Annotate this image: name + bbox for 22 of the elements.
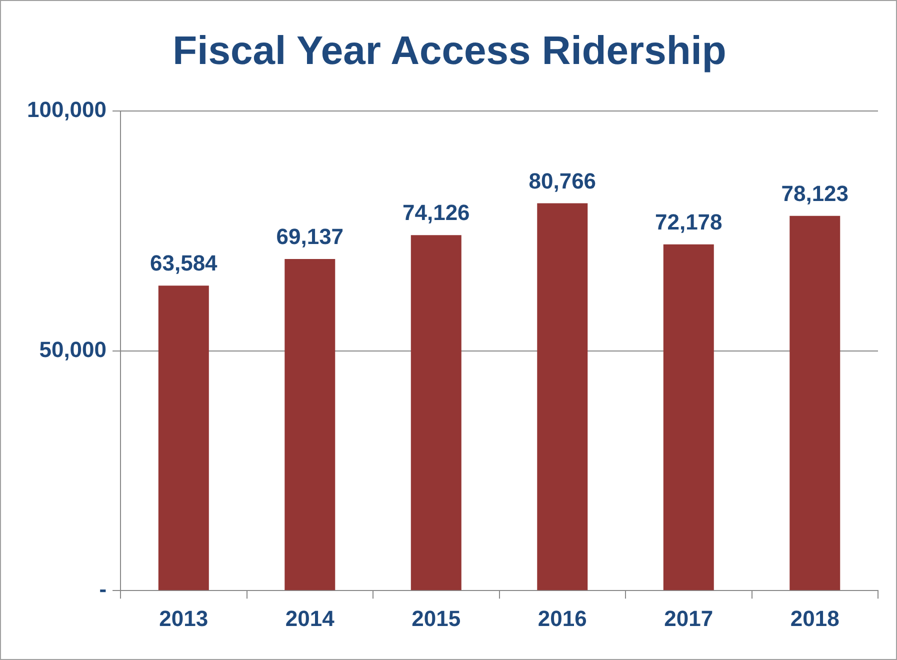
- x-tick-label: 2018: [790, 606, 840, 631]
- bar: [284, 259, 336, 590]
- bar: [537, 203, 588, 590]
- bar: [158, 286, 209, 590]
- x-tick-label: 2013: [159, 606, 208, 631]
- bar: [790, 216, 840, 590]
- x-tick-label: 2015: [412, 606, 461, 631]
- data-label: 80,766: [528, 168, 596, 194]
- x-tick-label: 2016: [538, 606, 587, 631]
- data-label: 78,123: [781, 180, 849, 206]
- x-tick-label: 2014: [285, 606, 336, 631]
- x-tick-label: 2017: [664, 606, 714, 631]
- y-tick-label: -: [99, 576, 107, 602]
- data-label: 74,126: [402, 200, 470, 226]
- y-tick-label: 100,000: [26, 97, 107, 122]
- y-tick-label: 50,000: [39, 336, 107, 362]
- data-label: 72,178: [654, 209, 722, 234]
- data-label: 69,137: [276, 224, 344, 250]
- chart-title: Fiscal Year Access Ridership: [172, 29, 728, 74]
- data-label: 63,584: [150, 250, 218, 276]
- bar: [410, 235, 462, 590]
- bar: [663, 244, 714, 590]
